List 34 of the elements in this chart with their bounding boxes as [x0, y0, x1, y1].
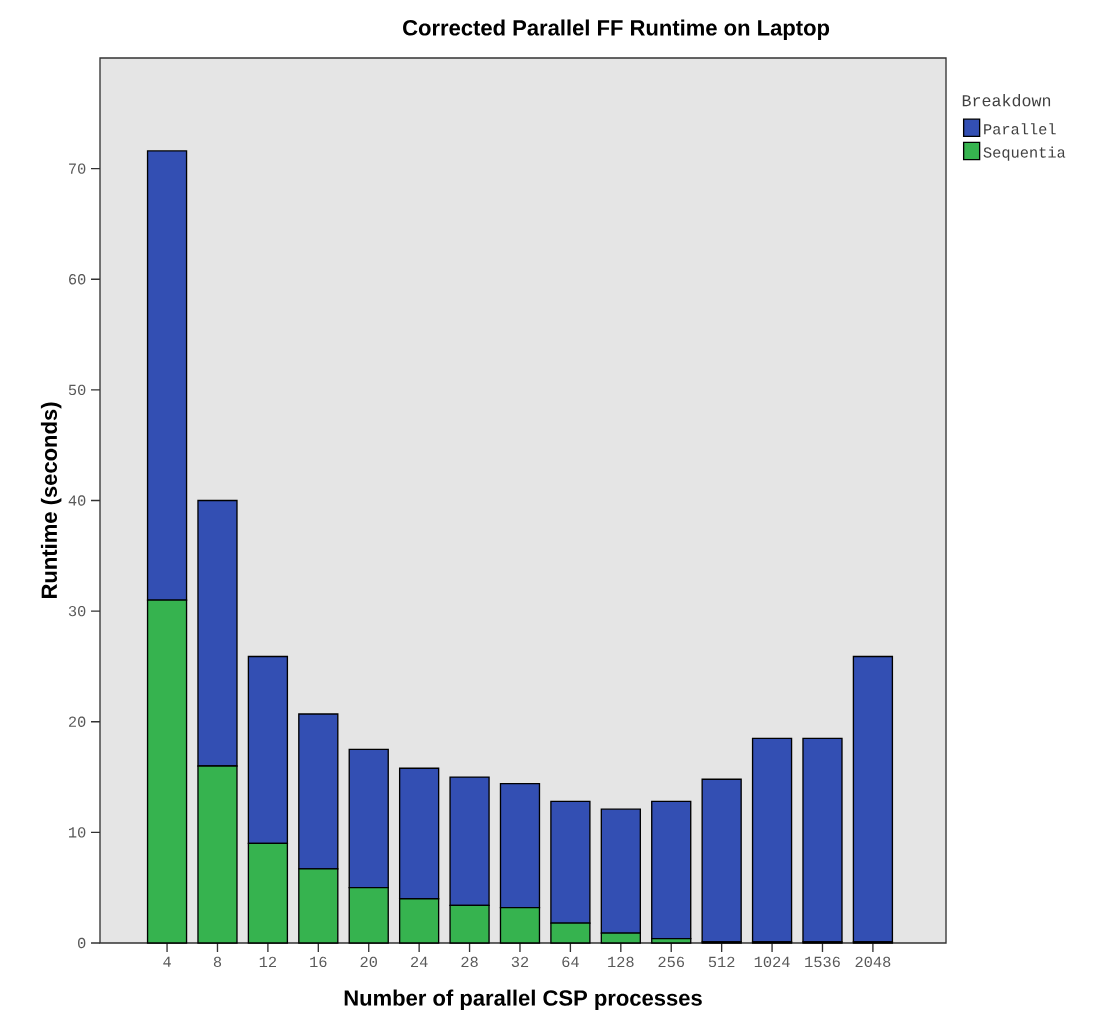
x-tick-label: 256 — [658, 956, 685, 968]
x-tick-label: 1536 — [805, 956, 840, 968]
legend-label: Parallel — [984, 123, 1056, 135]
x-tick-label: 16 — [310, 956, 327, 968]
x-tick-label: 24 — [411, 956, 428, 967]
y-tick-label: 60 — [69, 274, 86, 285]
x-tick-label: 12 — [259, 956, 277, 967]
x-tick-label: 32 — [511, 956, 529, 968]
x-axis-title: Number of parallel CSP processes — [344, 989, 702, 1011]
legend-label: Sequentia — [983, 146, 1066, 161]
x-tick-label: 20 — [360, 956, 377, 968]
x-tick-label: 128 — [608, 956, 634, 968]
y-tick-label: 40 — [68, 495, 86, 506]
legend-title: Breakdown — [962, 94, 1051, 107]
x-tick-label: 28 — [461, 956, 478, 968]
y-tick-label: 20 — [68, 716, 86, 727]
x-tick-label: 2048 — [855, 956, 891, 968]
y-tick-label: 0 — [78, 937, 86, 949]
bar — [751, 737, 793, 943]
y-axis-title: Runtime (seconds) — [40, 402, 62, 599]
y-tick-label: 50 — [68, 384, 86, 396]
x-tick-label: 64 — [562, 956, 579, 968]
y-tick-label: 70 — [69, 163, 86, 174]
bar — [802, 737, 843, 943]
y-tick-label: 30 — [68, 605, 86, 617]
y-tick-label: 10 — [69, 827, 86, 838]
x-tick-label: 512 — [708, 956, 735, 968]
x-tick-label: 4 — [163, 956, 171, 967]
bar — [701, 778, 742, 943]
x-tick-label: 1024 — [754, 956, 790, 968]
chart-title: Corrected Parallel FF Runtime on Laptop — [403, 19, 830, 40]
bar — [852, 655, 894, 943]
bar — [651, 800, 692, 940]
x-tick-label: 8 — [213, 956, 222, 968]
